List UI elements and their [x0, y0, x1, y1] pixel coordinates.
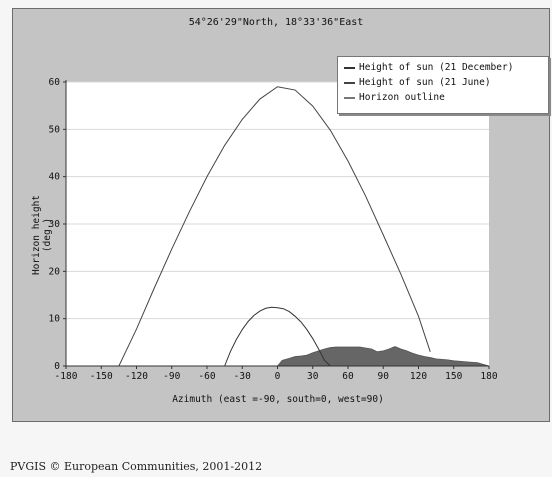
x-tick-label-60: 60 — [342, 371, 354, 382]
x-tick-label-150: 150 — [445, 371, 462, 382]
legend-swatch-horizon — [344, 96, 355, 99]
y-tick-label-0: 0 — [54, 361, 60, 372]
y-tick-label-30: 30 — [49, 219, 61, 230]
legend-swatch-june — [344, 81, 355, 84]
series-line-june — [118, 86, 431, 367]
legend-item-horizon: Horizon outline — [344, 90, 548, 105]
y-tick-label-20: 20 — [49, 266, 61, 277]
y-tick-label-50: 50 — [49, 124, 61, 135]
y-axis-label: Horizon height (deg.) — [31, 194, 53, 276]
legend-swatch-december — [344, 66, 355, 69]
y-tick-label-10: 10 — [49, 314, 61, 325]
horizon-outline-area — [276, 346, 490, 367]
x-tick-label--90: -90 — [163, 371, 180, 382]
legend-item-december: Height of sun (21 December) — [344, 60, 548, 75]
legend-label-december: Height of sun (21 December) — [359, 62, 514, 73]
x-tick-label--30: -30 — [234, 371, 251, 382]
series-line-december — [224, 306, 331, 367]
x-tick-label-0: 0 — [275, 371, 281, 382]
legend-label-horizon: Horizon outline — [359, 92, 445, 103]
x-axis-label: Azimuth (east =-90, south=0, west=90) — [172, 394, 384, 405]
x-tick-label-120: 120 — [410, 371, 427, 382]
y-tick-label-40: 40 — [49, 172, 61, 183]
footer-credit: PVGIS © European Communities, 2001-2012 — [10, 460, 263, 473]
chart-title: 54°26'29"North, 18°33'36"East — [188, 17, 364, 28]
x-tick-label--180: -180 — [55, 371, 78, 382]
y-tick-label-60: 60 — [49, 77, 61, 88]
x-tick-label--120: -120 — [125, 371, 148, 382]
x-tick-label-180: 180 — [480, 371, 497, 382]
x-tick-label-30: 30 — [307, 371, 319, 382]
chart-legend: Height of sun (21 December) Height of su… — [337, 56, 549, 114]
legend-label-june: Height of sun (21 June) — [359, 77, 491, 88]
x-tick-label--150: -150 — [90, 371, 113, 382]
x-tick-label-90: 90 — [378, 371, 390, 382]
x-tick-label--60: -60 — [198, 371, 215, 382]
legend-item-june: Height of sun (21 June) — [344, 75, 548, 90]
